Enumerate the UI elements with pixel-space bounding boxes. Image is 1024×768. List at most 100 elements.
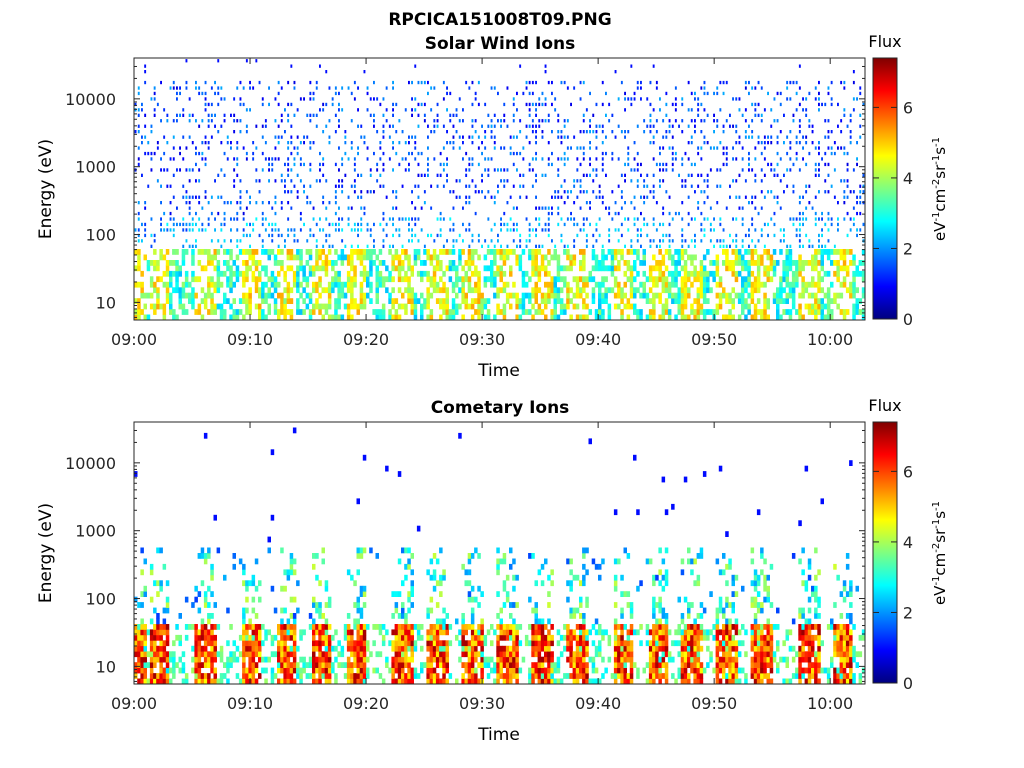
- heatmap-cell: [729, 195, 731, 199]
- heatmap-cell: [407, 645, 411, 652]
- heatmap-cell: [346, 303, 351, 310]
- heatmap-cell: [261, 211, 264, 216]
- heatmap-cell: [550, 309, 554, 315]
- heatmap-cell: [385, 265, 389, 272]
- heatmap-cell: [289, 634, 294, 641]
- heatmap-cell: [553, 276, 557, 283]
- heatmap-cell: [750, 260, 755, 266]
- heatmap-cell: [143, 254, 147, 261]
- heatmap-cell: [767, 135, 769, 139]
- heatmap-cell: [362, 640, 367, 647]
- heatmap-cell: [668, 124, 671, 128]
- heatmap-cell: [579, 179, 582, 183]
- heatmap-cell: [391, 645, 395, 652]
- heatmap-cell: [184, 270, 189, 277]
- heatmap-cell: [134, 629, 138, 636]
- heatmap-cell: [417, 162, 420, 167]
- heatmap-cell: [515, 292, 519, 299]
- heatmap-cell: [200, 265, 205, 272]
- heatmap-cell: [729, 124, 731, 128]
- heatmap-cell: [184, 678, 189, 684]
- heatmap-cell: [284, 130, 286, 134]
- heatmap-cell: [226, 640, 230, 647]
- heatmap-cell: [242, 569, 246, 576]
- heatmap-cell: [446, 239, 448, 243]
- heatmap-cell: [814, 260, 818, 266]
- heatmap-cell: [610, 249, 615, 255]
- heatmap-cell: [210, 102, 213, 107]
- heatmap-cell: [366, 222, 369, 227]
- heatmap-cell: [277, 91, 280, 96]
- heatmap-cell: [818, 97, 820, 101]
- heatmap-cell: [802, 146, 804, 150]
- heatmap-cell: [706, 298, 710, 304]
- heatmap-cell: [512, 667, 516, 674]
- heatmap-cell: [239, 97, 242, 101]
- heatmap-cell: [534, 309, 538, 315]
- heatmap-cell: [846, 184, 849, 188]
- heatmap-cell: [843, 217, 846, 221]
- heatmap-cell: [579, 162, 582, 167]
- heatmap-cell: [274, 201, 277, 205]
- heatmap-cell: [458, 303, 462, 310]
- heatmap-cell: [318, 673, 322, 679]
- heatmap-cell: [137, 265, 141, 272]
- heatmap-cell: [159, 276, 163, 283]
- heatmap-cell: [179, 86, 181, 90]
- heatmap-cell: [655, 162, 658, 167]
- heatmap-cell: [477, 190, 480, 194]
- heatmap-cell: [827, 190, 830, 194]
- heatmap-cell: [843, 146, 846, 150]
- heatmap-cell: [659, 162, 661, 167]
- heatmap-cell: [661, 254, 666, 261]
- heatmap-cell: [483, 662, 488, 668]
- heatmap-cell: [284, 162, 286, 167]
- heatmap-cell: [575, 276, 580, 283]
- heatmap-cell: [455, 281, 459, 288]
- heatmap-cell: [760, 254, 764, 261]
- heatmap-cell: [544, 254, 548, 261]
- heatmap-cell: [401, 613, 405, 619]
- heatmap-cell: [219, 270, 224, 277]
- heatmap-cell: [172, 135, 175, 139]
- heatmap-cell: [629, 265, 634, 272]
- heatmap-cell: [230, 201, 232, 205]
- heatmap-cell: [146, 265, 151, 272]
- heatmap-cell: [251, 656, 256, 663]
- heatmap-cell: [516, 206, 518, 210]
- heatmap-cell: [391, 591, 395, 597]
- heatmap-cell: [267, 287, 271, 294]
- heatmap-cell: [416, 525, 421, 532]
- heatmap-cell: [496, 270, 500, 277]
- heatmap-cell: [195, 222, 197, 227]
- heatmap-cell: [162, 309, 167, 315]
- heatmap-cell: [274, 146, 277, 150]
- heatmap-cell: [360, 228, 363, 232]
- heatmap-cell: [487, 124, 490, 128]
- heatmap-cell: [649, 141, 652, 145]
- heatmap-cell: [821, 217, 823, 221]
- heatmap-cell: [296, 667, 300, 674]
- heatmap-cell: [862, 173, 865, 177]
- heatmap-cell: [802, 135, 804, 139]
- heatmap-cell: [461, 287, 465, 294]
- heatmap-cell: [169, 678, 173, 684]
- heatmap-cell: [366, 249, 370, 255]
- heatmap-cell: [357, 146, 359, 150]
- heatmap-cell: [556, 287, 561, 294]
- heatmap-cell: [750, 270, 755, 277]
- heatmap-cell: [346, 667, 351, 674]
- heatmap-cell: [306, 113, 309, 117]
- heatmap-cell: [356, 629, 360, 636]
- heatmap-cell: [318, 249, 322, 255]
- heatmap-cell: [553, 298, 557, 304]
- heatmap-cell: [149, 618, 154, 625]
- heatmap-cell: [763, 157, 766, 161]
- heatmap-cell: [735, 233, 738, 238]
- heatmap-cell: [566, 195, 569, 199]
- heatmap-cell: [830, 217, 833, 221]
- heatmap-cell: [607, 309, 612, 315]
- heatmap-cell: [195, 195, 197, 199]
- heatmap-cell: [477, 634, 481, 641]
- heatmap-cell: [232, 309, 236, 315]
